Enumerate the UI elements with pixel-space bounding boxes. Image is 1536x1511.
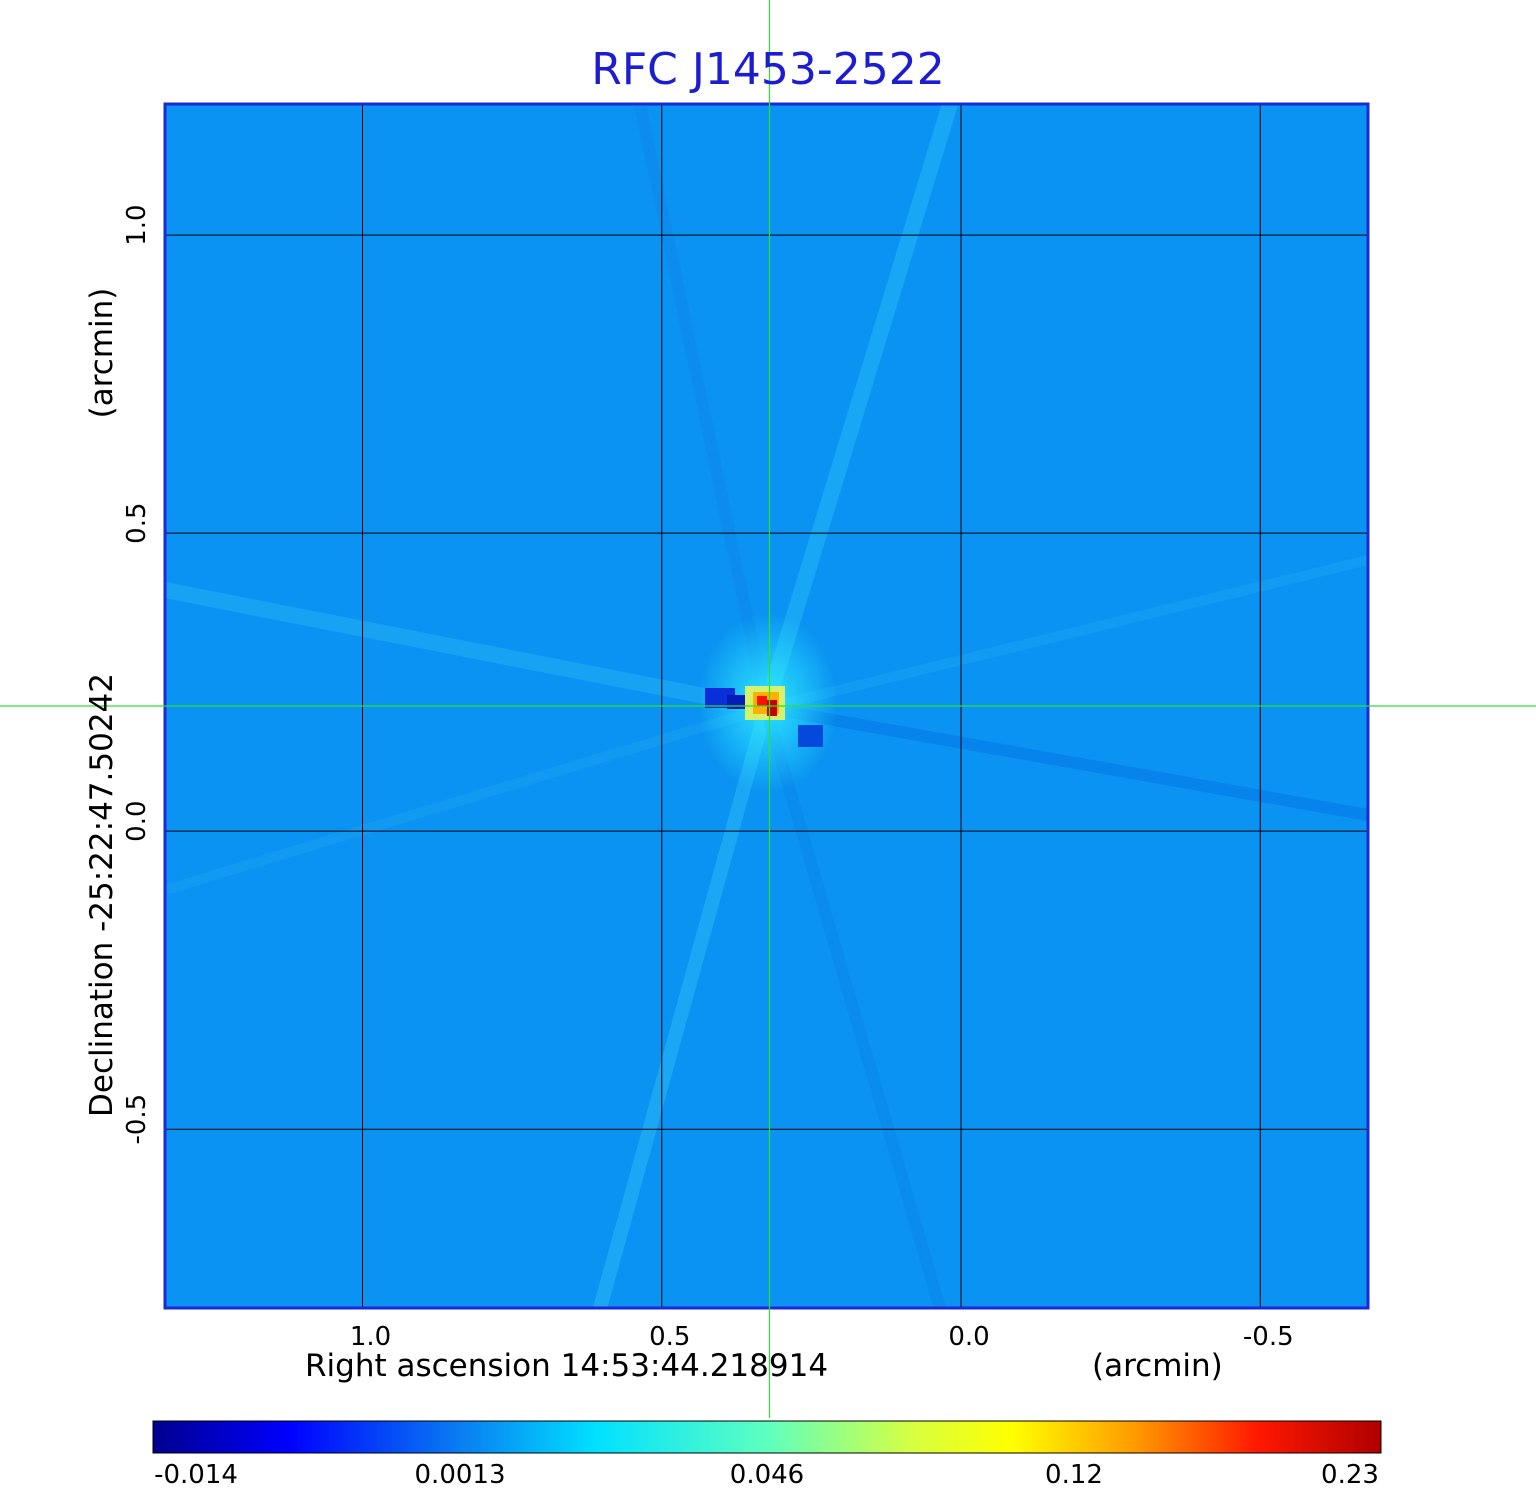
y-tick-label-1: 0.5	[122, 502, 152, 543]
x-tick-labels: 1.0 0.5 0.0 -0.5	[350, 1322, 1294, 1352]
colorbar-label-2: 0.046	[729, 1460, 805, 1490]
colorbar-label-3: 0.12	[1045, 1460, 1103, 1490]
colorbar-label-1: 0.0013	[414, 1460, 506, 1490]
x-tick-label-2: 0.0	[948, 1322, 989, 1352]
x-tick-label-0: 1.0	[350, 1322, 391, 1352]
y-axis-label: Declination -25:22:47.50242	[84, 673, 120, 1117]
colorbar	[152, 1420, 1382, 1454]
y-tick-label-3: -0.5	[122, 1094, 152, 1145]
x-axis-label: Right ascension 14:53:44.218914	[305, 1348, 829, 1384]
image-structure	[165, 104, 1368, 1308]
chart-title: RFC J1453-2522	[591, 44, 945, 95]
y-tick-label-0: 1.0	[122, 204, 152, 245]
x-tick-label-3: -0.5	[1243, 1322, 1294, 1352]
y-tick-label-2: 0.0	[122, 800, 152, 841]
y-axis-unit: (arcmin)	[84, 287, 120, 419]
colorbar-label-4: 0.23	[1321, 1460, 1379, 1490]
x-axis-unit: (arcmin)	[1092, 1348, 1223, 1384]
x-tick-label-1: 0.5	[649, 1322, 690, 1352]
colorbar-label-0: -0.014	[154, 1460, 238, 1490]
y-tick-labels: 1.0 0.5 0.0 -0.5	[122, 204, 152, 1144]
